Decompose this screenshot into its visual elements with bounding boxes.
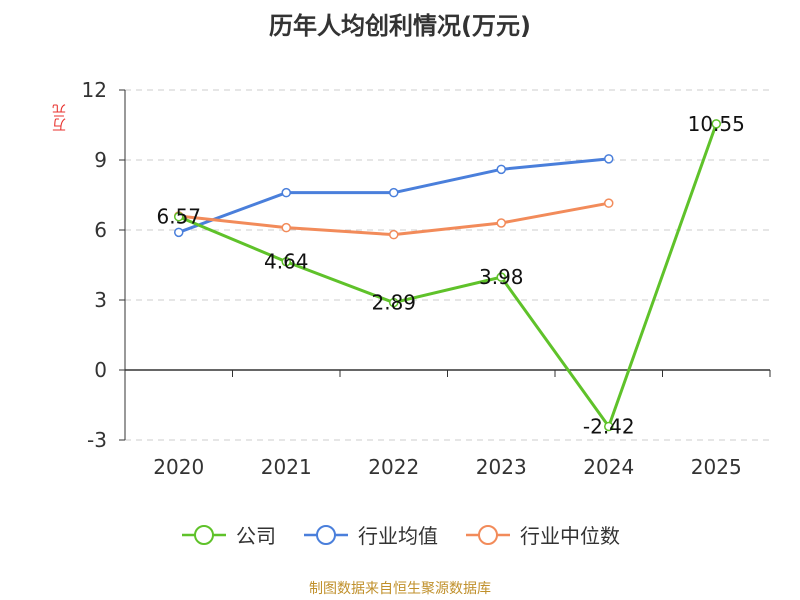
legend-label: 行业均值	[358, 524, 438, 548]
data-point	[174, 227, 184, 238]
data-label: -2.42	[583, 414, 635, 438]
y-tick-label: 9	[94, 148, 107, 172]
data-point	[604, 154, 614, 164]
legend-label: 行业中位数	[520, 524, 620, 548]
x-tick-label: 2020	[153, 455, 204, 479]
data-label: 10.55	[688, 112, 745, 136]
data-label: 2.89	[371, 291, 416, 315]
data-label: 6.57	[156, 205, 201, 229]
data-point	[711, 119, 721, 129]
data-point	[604, 198, 614, 208]
data-source-note: 制图数据来自恒生聚源数据库	[309, 581, 491, 597]
y-tick-label: 3	[94, 288, 107, 312]
series-line	[178, 123, 718, 428]
legend-item[interactable]: 公司	[180, 520, 276, 549]
legend-item[interactable]: 行业中位数	[464, 520, 620, 549]
legend-item[interactable]: 行业均值	[302, 520, 438, 549]
data-point	[496, 164, 506, 175]
y-tick-label: 6	[94, 218, 107, 242]
x-tick-label: 2021	[261, 455, 312, 479]
data-point	[389, 187, 399, 198]
data-point	[281, 222, 291, 233]
x-tick-label: 2024	[583, 455, 634, 479]
y-tick-label: 12	[82, 78, 107, 102]
data-point	[174, 211, 184, 222]
chart-title: 历年人均创利情况(万元)	[269, 12, 531, 40]
legend-line-circle-icon	[182, 524, 226, 545]
data-point	[604, 421, 614, 432]
data-point	[389, 297, 399, 308]
legend-line-circle-icon	[466, 524, 510, 545]
x-tick-label: 2023	[476, 455, 527, 479]
y-tick-label: -3	[87, 428, 107, 452]
legend-line-circle-icon	[304, 524, 348, 545]
x-tick-label: 2025	[691, 455, 742, 479]
data-label: 4.64	[264, 250, 309, 274]
data-label: 3.98	[479, 265, 524, 289]
x-tick-label: 2022	[368, 455, 419, 479]
data-point	[496, 272, 506, 282]
data-point	[496, 218, 506, 228]
data-point	[281, 256, 291, 267]
data-point	[281, 187, 291, 198]
y-tick-label: 0	[94, 358, 107, 382]
chart-legend: 公司 行业均值 行业中位数	[0, 520, 800, 549]
data-point	[389, 229, 399, 240]
legend-label: 公司	[236, 524, 276, 548]
